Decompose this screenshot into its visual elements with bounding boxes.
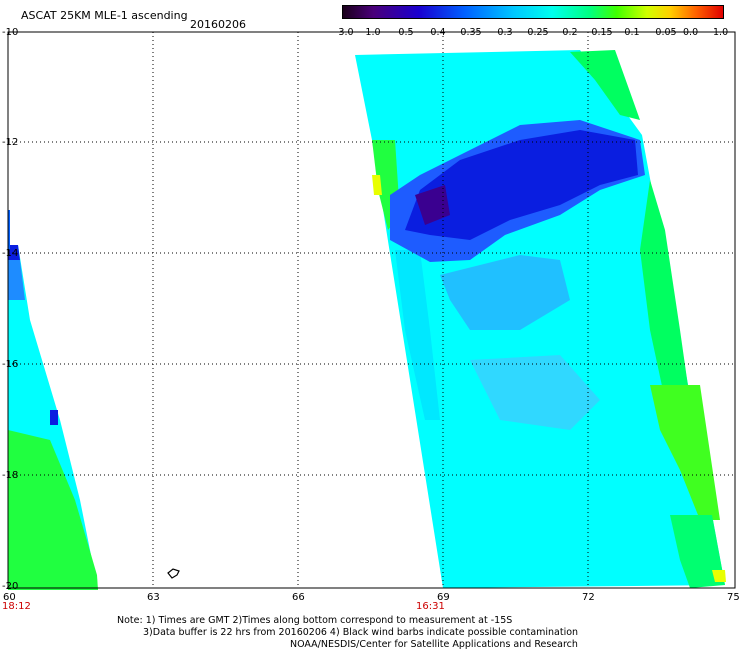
colorbar-label: -3.0	[335, 27, 354, 38]
footnotes: Note: 1) Times are GMT 2)Times along bot…	[117, 615, 578, 651]
pass-time-left: 18:12	[2, 601, 31, 612]
y-tick-label: -14	[2, 248, 19, 259]
note-line-2: 3)Data buffer is 22 hrs from 20160206 4)…	[143, 627, 579, 638]
y-tick-label: -18	[2, 470, 19, 481]
x-tick-label: 69	[437, 592, 450, 603]
island-outline	[167, 568, 180, 579]
map-title: ASCAT 25KM MLE-1 ascending	[21, 9, 188, 22]
colorbar-label: -0.35	[457, 27, 482, 38]
colorbar-label: -0.4	[427, 27, 446, 38]
x-tick-label: 66	[292, 592, 305, 603]
graticule	[8, 32, 735, 588]
colorbar-label: -0.05	[652, 27, 677, 38]
y-tick-label: -10	[2, 27, 19, 38]
x-tick-label: 75	[727, 592, 740, 603]
pass-time-right: 16:31	[416, 601, 445, 612]
y-tick-label: -12	[2, 137, 19, 148]
swath-left	[8, 210, 98, 590]
note-line-3: NOAA/NESDIS/Center for Satellite Applica…	[290, 639, 578, 650]
y-tick-label: -20	[2, 581, 19, 592]
map-date: 20160206	[190, 18, 246, 31]
colorbar-label: -0.5	[395, 27, 414, 38]
swath-right	[355, 50, 726, 588]
colorbar-label: -0.25	[524, 27, 549, 38]
colorbar-label: 0.0	[683, 27, 699, 38]
colorbar	[342, 5, 724, 19]
x-tick-label: 72	[582, 592, 595, 603]
colorbar-label: -0.1	[621, 27, 640, 38]
x-tick-label: 60	[3, 592, 16, 603]
y-tick-label: -16	[2, 359, 19, 370]
colorbar-label: -0.2	[559, 27, 578, 38]
colorbar-label: -0.3	[494, 27, 513, 38]
colorbar-label: -1.0	[362, 27, 381, 38]
colorbar-label: 1.0	[713, 27, 729, 38]
x-tick-label: 63	[147, 592, 160, 603]
colorbar-label: -0.15	[588, 27, 613, 38]
map-frame	[7, 31, 736, 589]
note-line-1: Note: 1) Times are GMT 2)Times along bot…	[117, 615, 513, 626]
